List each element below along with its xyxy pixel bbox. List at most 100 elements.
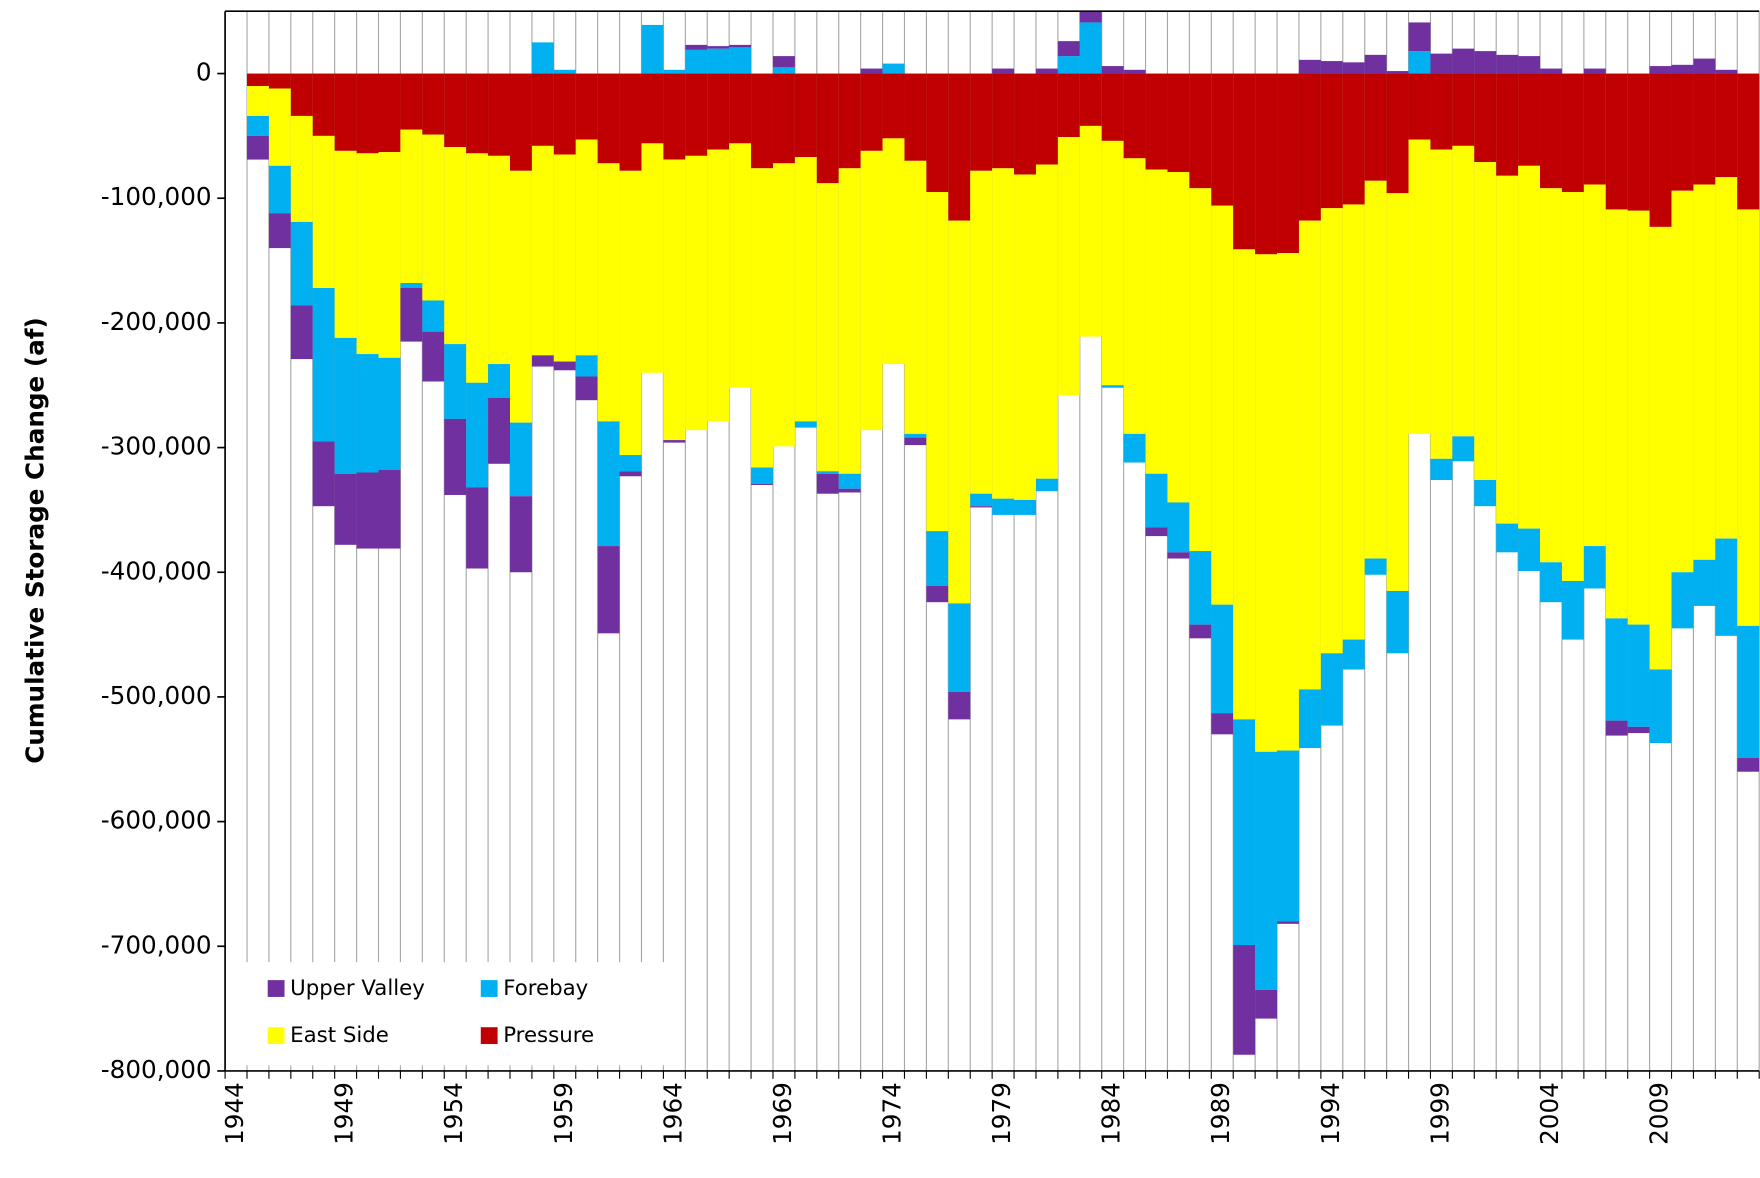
- bar-segment: [1035, 73, 1058, 165]
- bar-segment: [422, 134, 445, 301]
- bar-segment: [685, 44, 708, 50]
- bar-segment: [1715, 177, 1738, 539]
- bar-segment: [619, 73, 642, 171]
- bar-segment: [1649, 66, 1672, 74]
- bar-segment: [904, 73, 927, 161]
- bar-segment: [1277, 921, 1299, 924]
- bar-segment: [1145, 473, 1168, 528]
- bar-segment: [1408, 73, 1431, 140]
- bar-segment: [290, 221, 313, 306]
- bar-segment: [838, 73, 861, 169]
- bar-segment: [290, 115, 313, 222]
- bar-segment: [488, 155, 510, 365]
- bar-segment: [685, 155, 708, 431]
- bar-segment: [1167, 172, 1190, 503]
- bar-segment: [1298, 73, 1321, 221]
- bar-segment: [1298, 220, 1321, 690]
- x-tick-label: 1984: [1097, 1082, 1126, 1145]
- bar-segment: [1079, 125, 1102, 337]
- bar-segment: [1452, 73, 1475, 146]
- y-tick-label: -700,000: [101, 930, 212, 959]
- legend-swatch: [267, 1027, 285, 1045]
- bar-segment: [553, 361, 576, 371]
- y-tick-label: -200,000: [101, 307, 212, 336]
- bar-segment: [1167, 502, 1190, 553]
- bar-segment: [290, 73, 313, 116]
- y-tick-label: -800,000: [101, 1055, 212, 1084]
- bar-segment: [247, 73, 269, 87]
- bar-segment: [663, 69, 686, 74]
- bar-segment: [597, 163, 620, 422]
- bar-segment: [663, 440, 686, 443]
- bar-segment: [707, 149, 730, 422]
- bar-segment: [1430, 73, 1453, 150]
- bar-segment: [1496, 54, 1519, 74]
- bar-segment: [1298, 59, 1321, 74]
- y-tick-label: -400,000: [101, 556, 212, 585]
- bar-segment: [1386, 590, 1409, 654]
- bar-segment: [268, 73, 291, 89]
- bar-segment: [1035, 164, 1058, 479]
- x-tick-label: 1949: [330, 1082, 359, 1145]
- bar-segment: [1408, 22, 1431, 52]
- bar-segment: [531, 355, 554, 367]
- bar-segment: [1496, 73, 1519, 176]
- bar-segment: [247, 135, 269, 160]
- bar-segment: [312, 135, 335, 288]
- x-tick-label: 2009: [1645, 1082, 1674, 1145]
- bar-segment: [1211, 205, 1234, 605]
- bar-segment: [948, 691, 971, 720]
- bar-segment: [1737, 73, 1760, 210]
- bar-segment: [751, 483, 773, 485]
- bar-segment: [1693, 73, 1716, 185]
- bar-segment: [1671, 73, 1694, 191]
- bar-segment: [1364, 54, 1387, 74]
- bar-segment: [794, 73, 817, 158]
- bar-segment: [1605, 720, 1628, 736]
- bar-segment: [444, 418, 467, 495]
- bar-segment: [1079, 22, 1102, 74]
- bar-segment: [1649, 669, 1672, 744]
- bar-segment: [312, 287, 335, 442]
- bar-segment: [422, 300, 445, 332]
- bar-segment: [1233, 719, 1256, 946]
- bar-segment: [1715, 73, 1738, 178]
- bar-segment: [400, 129, 423, 284]
- bar-segment: [334, 473, 357, 545]
- bar-segment: [794, 157, 817, 422]
- bar-segment: [356, 354, 379, 473]
- bar-segment: [1408, 51, 1431, 74]
- bar-segment: [1298, 689, 1321, 749]
- bar-segment: [378, 152, 401, 358]
- bar-segment: [1101, 73, 1124, 141]
- bar-segment: [444, 344, 467, 419]
- bar-segment: [247, 86, 269, 116]
- bar-segment: [1255, 254, 1278, 752]
- bar-segment: [1320, 653, 1343, 726]
- bar-segment: [1452, 436, 1475, 462]
- bar-segment: [1189, 188, 1212, 552]
- bar-segment: [1123, 433, 1146, 463]
- bar-segment: [1211, 73, 1234, 206]
- bar-segment: [729, 73, 752, 144]
- bar-segment: [356, 153, 379, 355]
- bar-segment: [1627, 210, 1650, 625]
- bar-segment: [509, 496, 532, 573]
- bar-segment: [575, 376, 598, 401]
- legend-label: Forebay: [503, 976, 588, 1001]
- x-tick-label: 1974: [878, 1082, 907, 1145]
- bar-segment: [1189, 624, 1212, 639]
- bar-segment: [488, 364, 510, 398]
- bar-segment: [553, 73, 576, 155]
- bar-segment: [1211, 713, 1234, 735]
- legend-background: [236, 962, 680, 1066]
- bar-segment: [685, 73, 708, 156]
- bar-segment: [1737, 625, 1760, 759]
- bar-segment: [1715, 538, 1738, 636]
- bar-segment: [290, 305, 313, 360]
- bar-segment: [707, 46, 730, 49]
- bar-segment: [1189, 73, 1212, 189]
- bar-segment: [948, 220, 971, 604]
- bar-segment: [1430, 149, 1453, 459]
- bar-segment: [1583, 73, 1606, 185]
